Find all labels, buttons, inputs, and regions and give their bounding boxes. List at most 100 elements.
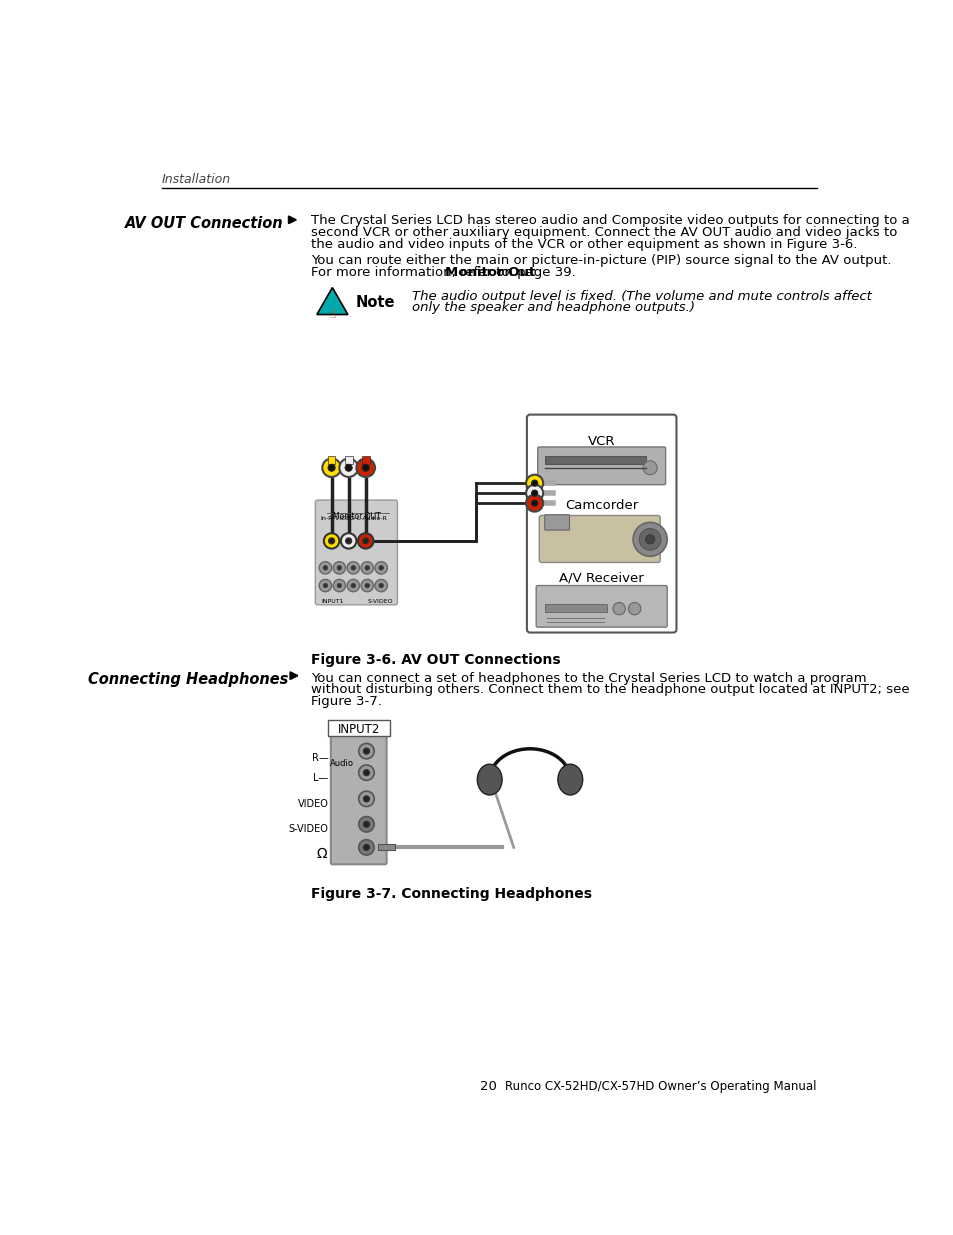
- Text: Note: Note: [355, 295, 395, 310]
- Text: without disturbing others. Connect them to the headphone output located at INPUT: without disturbing others. Connect them …: [311, 683, 909, 697]
- Text: Runco CX-52HD/CX-57HD Owner’s Operating Manual: Runco CX-52HD/CX-57HD Owner’s Operating …: [505, 1079, 816, 1093]
- Circle shape: [642, 461, 657, 474]
- Text: the audio and video inputs of the VCR or other equipment as shown in Figure 3-6.: the audio and video inputs of the VCR or…: [311, 237, 857, 251]
- Circle shape: [328, 537, 335, 543]
- Circle shape: [612, 603, 624, 615]
- Circle shape: [360, 579, 373, 592]
- Circle shape: [322, 458, 340, 477]
- Circle shape: [323, 583, 328, 588]
- Circle shape: [356, 458, 375, 477]
- Text: Figure 3-7. Connecting Headphones: Figure 3-7. Connecting Headphones: [311, 888, 592, 902]
- Circle shape: [328, 464, 335, 472]
- Bar: [545, 604, 607, 611]
- Text: You can connect a set of headphones to the Crystal Series LCD to watch a program: You can connect a set of headphones to t…: [311, 672, 866, 684]
- Circle shape: [525, 474, 542, 492]
- Circle shape: [358, 840, 374, 855]
- FancyBboxPatch shape: [538, 515, 659, 562]
- Text: ☝: ☝: [328, 309, 335, 321]
- Text: Audio: Audio: [330, 758, 354, 768]
- Text: INPUT1: INPUT1: [321, 599, 344, 604]
- Text: only the speaker and headphone outputs.): only the speaker and headphone outputs.): [412, 301, 695, 315]
- Text: Monitor OUT: Monitor OUT: [333, 511, 380, 521]
- Text: A/V Receiver: A/V Receiver: [558, 572, 643, 584]
- FancyBboxPatch shape: [315, 500, 397, 605]
- Circle shape: [340, 534, 356, 548]
- Bar: [377, 845, 395, 851]
- Text: AV OUT Connection: AV OUT Connection: [125, 216, 283, 231]
- Ellipse shape: [558, 764, 582, 795]
- Text: Figure 3-7.: Figure 3-7.: [311, 695, 382, 708]
- Circle shape: [525, 495, 542, 511]
- Circle shape: [323, 566, 328, 571]
- Ellipse shape: [476, 764, 501, 795]
- Circle shape: [347, 562, 359, 574]
- Text: VIDEO L-Audio-R: VIDEO L-Audio-R: [335, 516, 386, 521]
- Text: second VCR or other auxiliary equipment. Connect the AV OUT audio and video jack: second VCR or other auxiliary equipment.…: [311, 226, 897, 238]
- Text: The audio output level is fixed. (The volume and mute controls affect: The audio output level is fixed. (The vo…: [412, 290, 871, 303]
- Circle shape: [628, 603, 640, 615]
- Text: VCR: VCR: [587, 435, 615, 447]
- Circle shape: [362, 464, 369, 472]
- Text: The Crystal Series LCD has stereo audio and Composite video outputs for connecti: The Crystal Series LCD has stereo audio …: [311, 215, 909, 227]
- Bar: [328, 456, 335, 464]
- Text: S-VIDEO: S-VIDEO: [289, 824, 328, 835]
- Text: Connecting Headphones: Connecting Headphones: [88, 672, 288, 687]
- Circle shape: [358, 816, 374, 832]
- Circle shape: [323, 534, 339, 548]
- Bar: [361, 456, 369, 464]
- Text: S-VIDEO: S-VIDEO: [368, 599, 394, 604]
- FancyBboxPatch shape: [331, 734, 386, 864]
- Text: Installation: Installation: [162, 173, 231, 185]
- Text: INPUT2: INPUT2: [338, 722, 380, 736]
- FancyBboxPatch shape: [526, 415, 676, 632]
- Circle shape: [345, 464, 352, 472]
- Text: You can route either the main or picture-in-picture (PIP) source signal to the A: You can route either the main or picture…: [311, 254, 891, 268]
- FancyBboxPatch shape: [328, 720, 390, 736]
- Text: Ω: Ω: [316, 847, 327, 861]
- Circle shape: [375, 579, 387, 592]
- Text: Camcorder: Camcorder: [564, 499, 638, 511]
- Circle shape: [531, 490, 537, 496]
- FancyBboxPatch shape: [536, 585, 666, 627]
- Circle shape: [363, 795, 369, 802]
- Circle shape: [319, 579, 332, 592]
- FancyBboxPatch shape: [544, 515, 569, 530]
- Text: on page 39.: on page 39.: [492, 266, 576, 279]
- Circle shape: [375, 562, 387, 574]
- Circle shape: [351, 583, 355, 588]
- Circle shape: [336, 583, 341, 588]
- Text: R—: R—: [312, 752, 328, 763]
- Circle shape: [365, 566, 369, 571]
- Text: 20: 20: [480, 1079, 497, 1093]
- Circle shape: [347, 579, 359, 592]
- Circle shape: [363, 748, 369, 755]
- Circle shape: [363, 769, 369, 776]
- Circle shape: [351, 566, 355, 571]
- Circle shape: [345, 537, 352, 543]
- Circle shape: [339, 458, 357, 477]
- Circle shape: [378, 566, 383, 571]
- Circle shape: [336, 566, 341, 571]
- FancyBboxPatch shape: [537, 447, 665, 484]
- Polygon shape: [316, 288, 348, 315]
- Circle shape: [531, 480, 537, 487]
- Circle shape: [357, 534, 373, 548]
- Circle shape: [633, 522, 666, 556]
- Circle shape: [531, 500, 537, 506]
- Circle shape: [358, 792, 374, 806]
- Circle shape: [363, 845, 369, 851]
- Text: Monitor Out: Monitor Out: [444, 266, 535, 279]
- Text: For more information, refer to: For more information, refer to: [311, 266, 514, 279]
- Circle shape: [333, 579, 345, 592]
- Circle shape: [358, 743, 374, 758]
- Circle shape: [319, 562, 332, 574]
- Text: VIDEO: VIDEO: [297, 799, 328, 809]
- Bar: [545, 456, 645, 464]
- Circle shape: [378, 583, 383, 588]
- Circle shape: [639, 529, 660, 550]
- Circle shape: [333, 562, 345, 574]
- Text: Figure 3-6. AV OUT Connections: Figure 3-6. AV OUT Connections: [311, 652, 560, 667]
- Circle shape: [365, 583, 369, 588]
- Circle shape: [360, 562, 373, 574]
- Circle shape: [525, 484, 542, 501]
